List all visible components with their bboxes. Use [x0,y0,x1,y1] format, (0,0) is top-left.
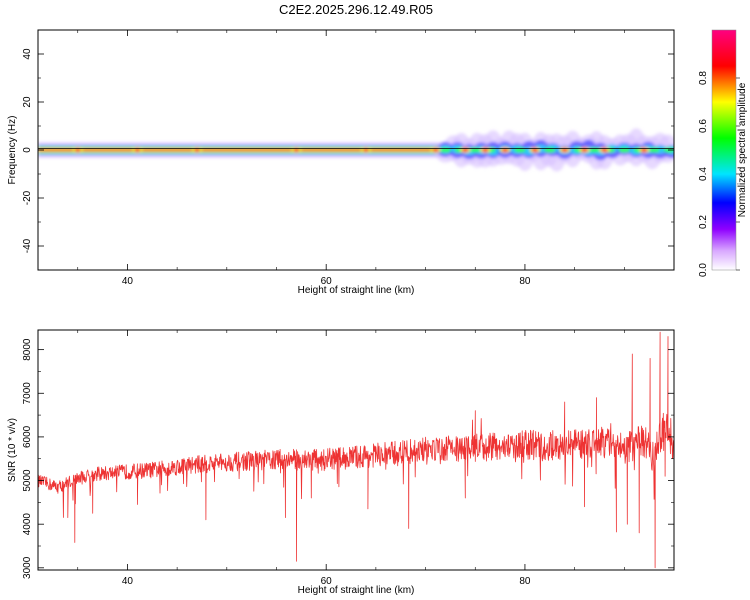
heatmap-speckle [513,147,526,153]
heatmap-speckle [469,147,482,153]
spectrogram-x-axis-label: Height of straight line (km) [298,285,415,296]
spectrogram-y-tick-label: -20 [22,190,33,205]
heatmap-speckle [588,147,601,153]
snr-y-axis-label: SNR (10 * v/v) [7,418,18,482]
spectrogram-ticks: 40 60 80 -40 -20 0 20 40 [22,29,675,287]
spectrogram-x-tick-label: 40 [122,276,134,287]
snr-x-tick-label: 80 [519,576,531,587]
spectrogram-x-tick-label: 60 [321,276,333,287]
snr-panel: 40 60 80 3000 4000 5000 6000 7000 8000 Height of… [7,329,675,596]
snr-y-tick-label: 6000 [22,425,33,448]
colorbar-tick-label: 0.2 [698,215,709,229]
spectrogram-y-axis-label: Frequency (Hz) [7,116,18,185]
colorbar-tick-label: 0.4 [698,167,709,181]
colorbar-tick-label: 0.8 [698,71,709,85]
colorbar-gradient [712,30,736,270]
spectrogram-y-tick-label: 0 [22,147,33,153]
colorbar: 0.0 0.2 0.4 0.6 0.8 Normalized spectral ampl… [698,29,748,277]
snr-frame [37,329,675,571]
heatmap-speckle [543,147,556,153]
spectral-heatmap [38,128,674,172]
colorbar-frame [711,29,737,271]
figure-title: C2E2.2025.296.12.49.R05 [279,2,433,17]
colorbar-label: Normalized spectral amplitude [737,82,748,217]
snr-y-tick-label: 7000 [22,382,33,405]
snr-y-tick-label: 5000 [22,469,33,492]
colorbar-tick-label: 0.0 [698,263,709,277]
colorbar-tick-label: 0.6 [698,119,709,133]
snr-y-tick-label: 3000 [22,556,33,579]
snr-series-line [38,331,674,569]
spectrogram-x-tick-label: 80 [519,276,531,287]
spectrogram-panel: 40 60 80 -40 -20 0 20 40 Height of straight lin… [7,29,675,296]
snr-x-tick-label: 60 [321,576,333,587]
snr-x-axis-label: Height of straight line (km) [298,585,415,596]
snr-x-tick-label: 40 [122,576,134,587]
heatmap-core-band [38,148,446,152]
snr-y-tick-label: 4000 [22,513,33,536]
snr-ticks: 40 60 80 3000 4000 5000 6000 7000 8000 [22,330,675,587]
heatmap-speckle [439,147,452,153]
heatmap-speckle [618,147,631,153]
snr-y-tick-label: 8000 [22,338,33,361]
heatmap-speckle [648,147,661,153]
spectrogram-y-tick-label: 40 [22,48,33,60]
colorbar-ticks: 0.0 0.2 0.4 0.6 0.8 [698,71,740,277]
spectrogram-y-tick-label: 20 [22,96,33,108]
spectrogram-y-tick-label: -40 [22,238,33,253]
